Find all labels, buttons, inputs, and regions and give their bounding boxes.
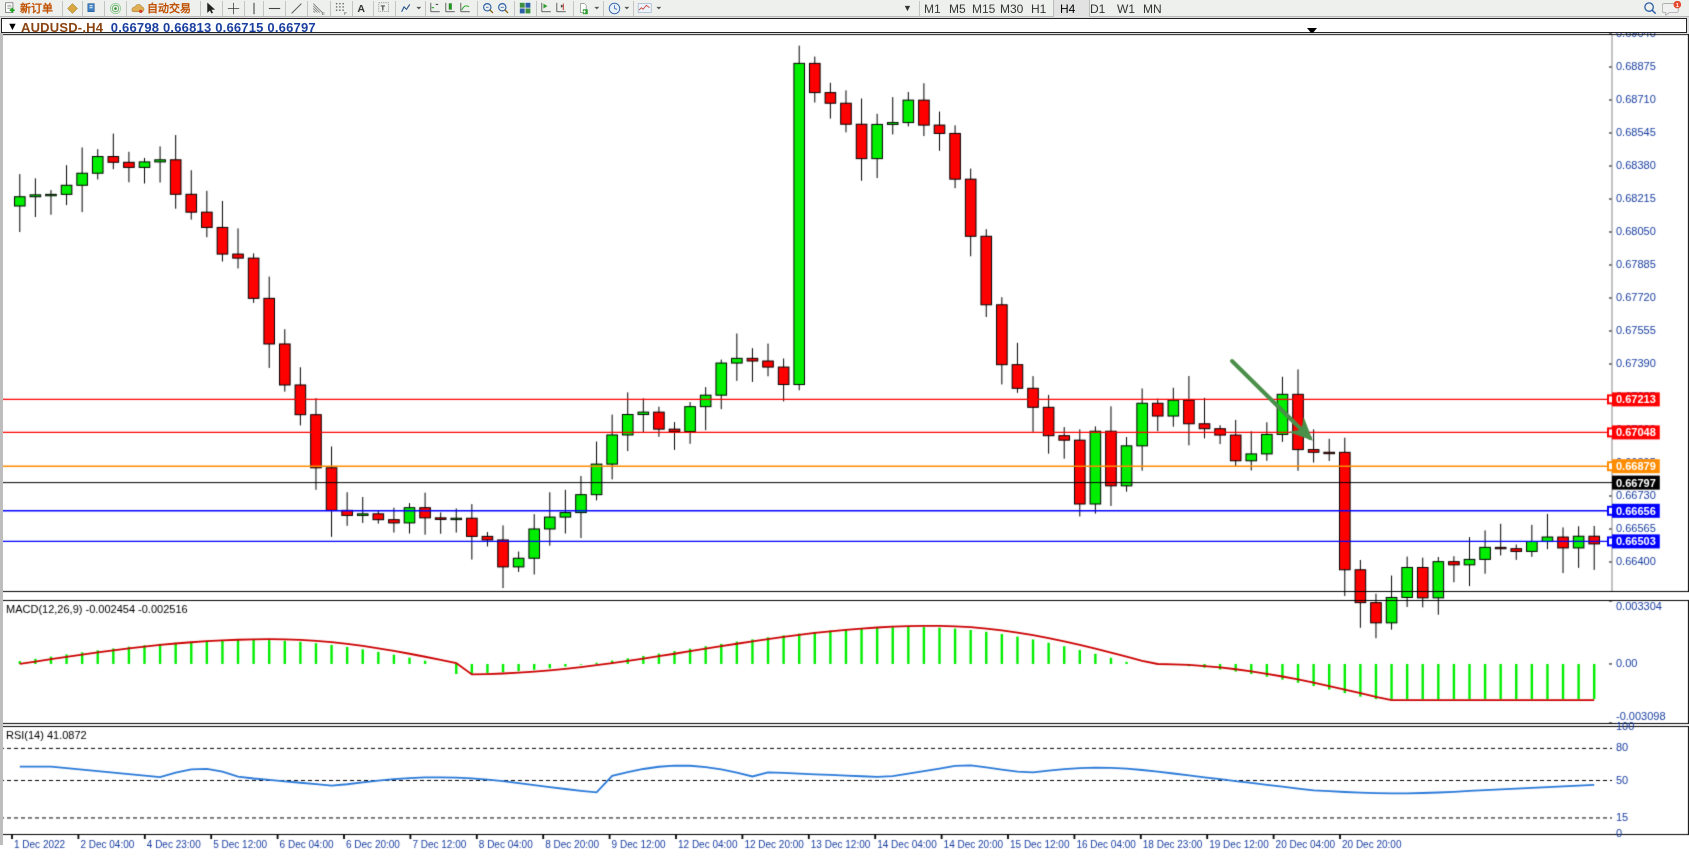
svg-text:1: 1 xyxy=(1676,3,1679,9)
svg-text:F: F xyxy=(344,11,347,15)
svg-text:T: T xyxy=(381,3,386,12)
svg-text:A: A xyxy=(357,2,365,14)
svg-text:E: E xyxy=(321,11,325,15)
